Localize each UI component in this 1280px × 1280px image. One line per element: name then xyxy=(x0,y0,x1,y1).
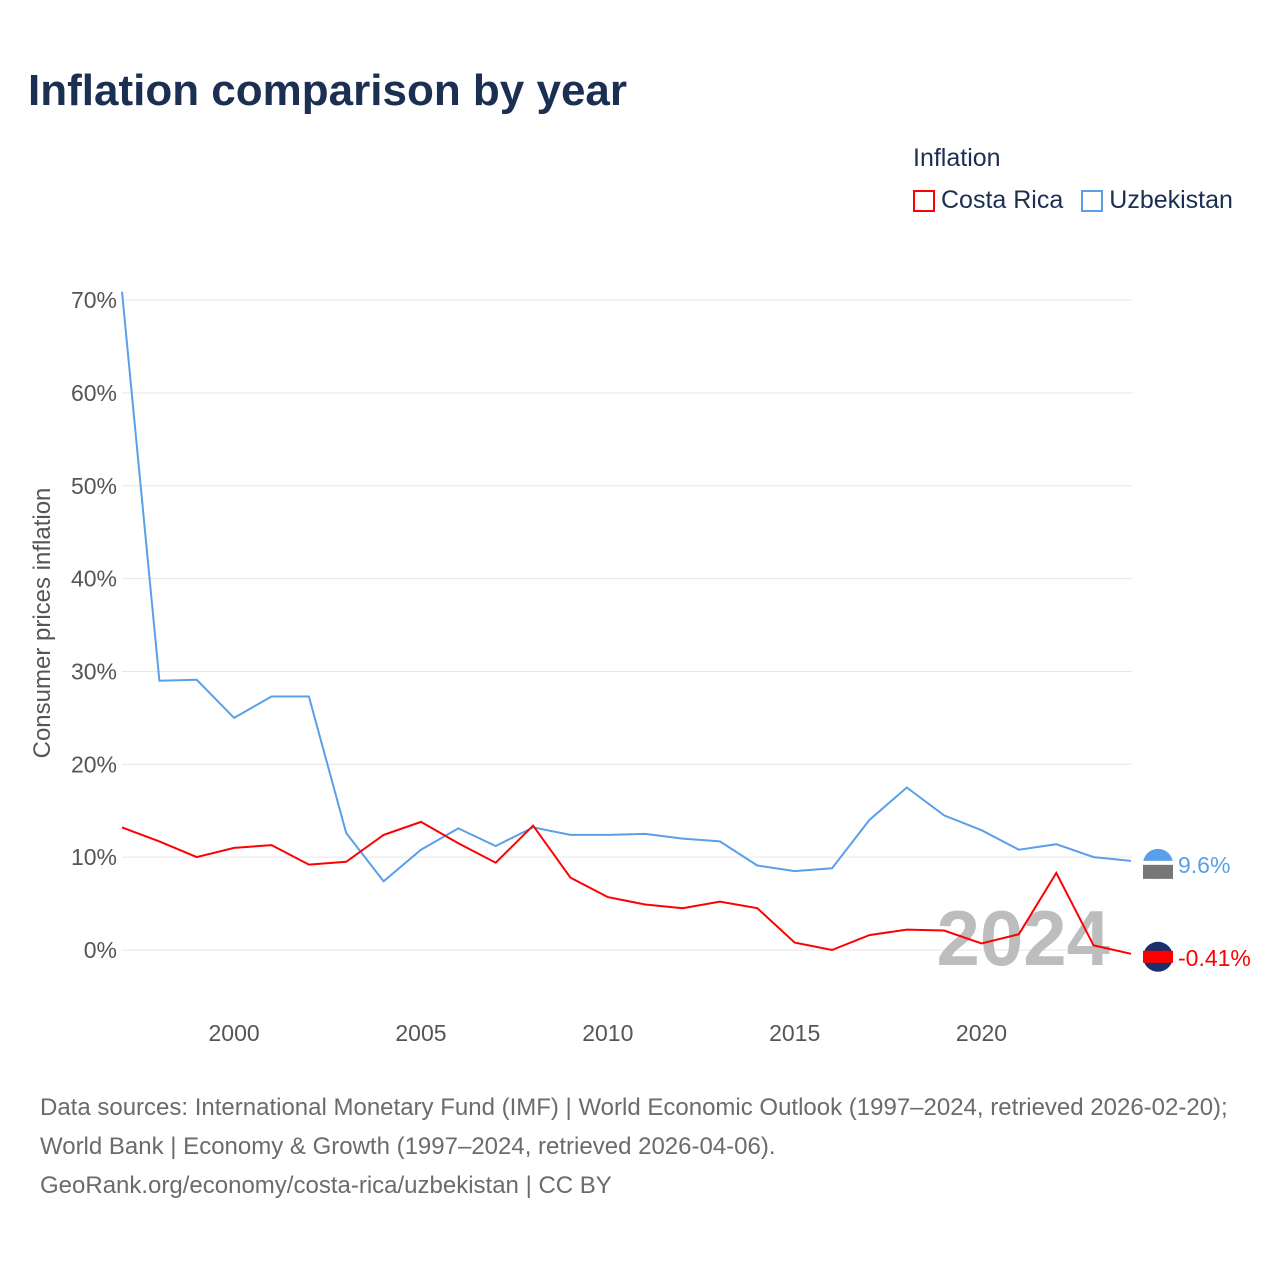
series-line-costa-rica xyxy=(121,820,1132,955)
legend-title: Inflation xyxy=(913,144,1001,172)
chart-title: Inflation comparison by year xyxy=(28,66,628,115)
y-axis-label: Consumer prices inflation xyxy=(29,488,56,759)
x-tick-label: 2000 xyxy=(209,1020,260,1046)
legend-swatch-costa-rica xyxy=(913,189,935,212)
legend-swatch-uzbekistan xyxy=(1081,189,1104,212)
flag-icon xyxy=(1143,848,1173,879)
chart-plot: 0% 10% 20% 30% 40% 50% 60% 70% 2000 2005 2010 2015 2… xyxy=(29,287,1251,1046)
y-tick-label: 60% xyxy=(71,380,117,406)
x-tick-label: 2010 xyxy=(582,1020,633,1046)
data-sources: Data sources: International Monetary Fun… xyxy=(40,1094,1228,1160)
legend-label: Costa Rica xyxy=(941,186,1064,214)
y-tick-label: 40% xyxy=(71,566,117,592)
flag-stripe xyxy=(1143,860,1173,865)
flag-stripe xyxy=(1143,950,1173,963)
flag-stripe xyxy=(1143,863,1173,879)
y-tick-label: 50% xyxy=(71,473,117,499)
legend: Costa Rica Uzbekistan xyxy=(913,186,1233,215)
legend-item-uzbekistan[interactable]: Uzbekistan xyxy=(1081,186,1233,215)
source-link[interactable]: GeoRank.org/economy/costa-rica/uzbekista… xyxy=(40,1172,612,1199)
x-tick-label: 2005 xyxy=(395,1020,446,1046)
y-tick-label: 70% xyxy=(71,287,117,313)
footer: Data sources: International Monetary Fun… xyxy=(40,1088,1250,1205)
y-tick-label: 20% xyxy=(71,751,117,777)
end-value-label: -0.41% xyxy=(1178,945,1251,971)
x-tick-label: 2020 xyxy=(956,1020,1007,1046)
y-tick-label: 0% xyxy=(84,937,117,963)
y-tick-label: 10% xyxy=(71,844,117,870)
y-tick-label: 30% xyxy=(71,658,117,684)
series-line-uzbekistan xyxy=(121,291,1132,883)
legend-item-costa-rica[interactable]: Costa Rica xyxy=(913,186,1063,215)
end-value-label: 9.6% xyxy=(1178,852,1230,878)
flag-icon xyxy=(1143,941,1173,972)
x-tick-label: 2015 xyxy=(769,1020,820,1046)
year-watermark: 2024 xyxy=(936,894,1110,982)
legend-label: Uzbekistan xyxy=(1109,186,1233,214)
